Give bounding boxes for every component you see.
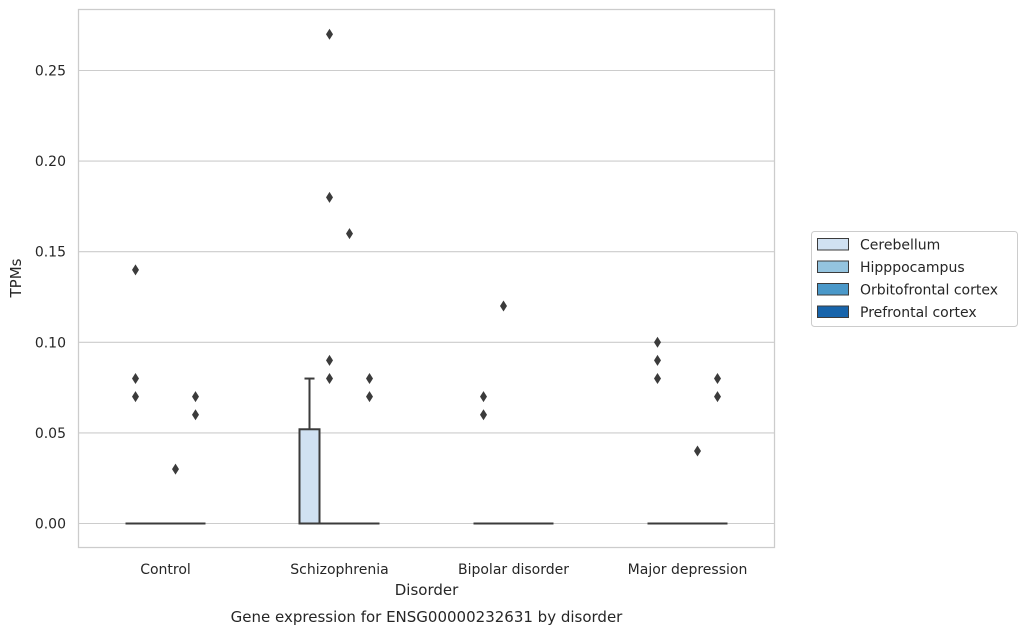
legend-label: Hipppocampus	[860, 260, 965, 276]
box-0-3	[185, 391, 206, 525]
x-tick-label: Bipolar disorder	[458, 562, 569, 578]
outlier-point	[346, 228, 353, 240]
outlier-point	[500, 300, 507, 312]
outlier-point	[172, 463, 179, 475]
outlier-point	[714, 391, 721, 403]
legend: Cerebellum Hipppocampus Orbitofrontal cort…	[811, 231, 1018, 327]
outlier-point	[192, 409, 199, 421]
legend-swatch	[817, 305, 849, 318]
outlier-point	[326, 28, 333, 40]
gridlines	[78, 69, 775, 525]
y-axis-title: TPMs	[7, 258, 25, 298]
box-2-0	[473, 391, 494, 525]
outlier-point	[366, 391, 373, 403]
box-1-3	[359, 373, 380, 525]
box-3-2	[687, 445, 708, 525]
box-0-2	[165, 463, 186, 525]
outlier-point	[326, 373, 333, 385]
legend-swatch	[817, 283, 849, 296]
outlier-point	[480, 391, 487, 403]
legend-label: Cerebellum	[860, 238, 940, 254]
y-tick-label: 0.25	[35, 64, 66, 80]
outlier-point	[694, 445, 701, 457]
box-1-2	[339, 228, 360, 525]
x-axis-ticks: Control Schizophrenia Bipolar disorder Majo…	[140, 562, 747, 578]
outlier-point	[654, 336, 661, 348]
legend-label: Prefrontal cortex	[860, 305, 977, 321]
legend-frame	[811, 231, 1018, 327]
box-rect	[298, 428, 321, 525]
y-axis-ticks: 0.00 0.05 0.10 0.15 0.20 0.25	[35, 64, 66, 533]
plot-area-frame	[77, 8, 776, 549]
x-tick-label: Control	[140, 562, 191, 578]
outlier-point	[132, 264, 139, 276]
chart-caption: Gene expression for ENSG00000232631 by d…	[231, 608, 624, 626]
outlier-point	[654, 354, 661, 366]
legend-swatch	[817, 260, 849, 273]
y-tick-label: 0.05	[35, 426, 66, 442]
box-2-1	[493, 300, 514, 525]
box-1-1	[319, 28, 340, 525]
legend-label: Orbitofrontal cortex	[860, 283, 998, 299]
x-tick-label: Schizophrenia	[290, 562, 388, 578]
box-3-3	[707, 373, 728, 525]
x-tick-label: Major depression	[628, 562, 748, 578]
outlier-point	[326, 191, 333, 203]
outlier-point	[132, 373, 139, 385]
outlier-point	[366, 373, 373, 385]
outlier-point	[192, 391, 199, 403]
box-series	[125, 28, 728, 525]
y-tick-label: 0.15	[35, 245, 66, 261]
x-axis-title: Disorder	[395, 581, 459, 599]
y-tick-label: 0.00	[35, 517, 66, 533]
outlier-point	[714, 373, 721, 385]
box-1-0	[298, 377, 321, 525]
outlier-point	[132, 391, 139, 403]
outlier-point	[326, 354, 333, 366]
legend-swatch	[817, 238, 849, 251]
y-tick-label: 0.10	[35, 335, 66, 351]
box-3-0	[647, 336, 668, 525]
outlier-point	[480, 409, 487, 421]
y-tick-label: 0.20	[35, 154, 66, 170]
outlier-point	[654, 373, 661, 385]
box-0-0	[125, 264, 146, 525]
